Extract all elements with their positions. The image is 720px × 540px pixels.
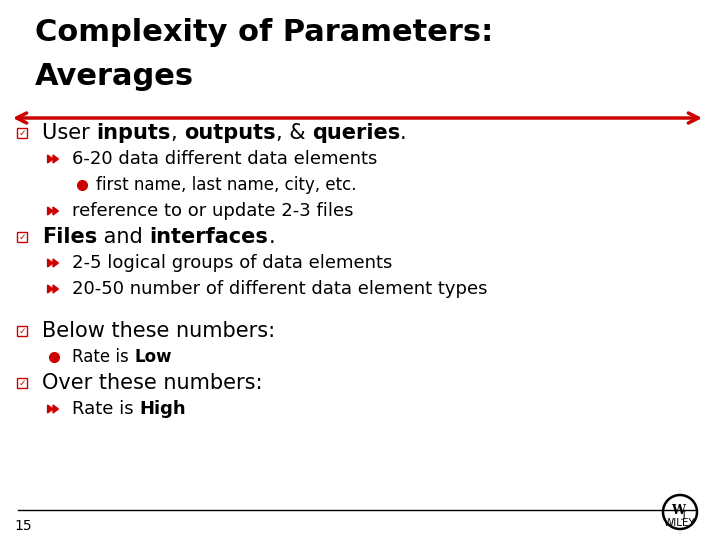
Polygon shape — [53, 207, 58, 215]
Text: inputs: inputs — [96, 123, 171, 143]
Bar — [17, 232, 27, 242]
Polygon shape — [48, 285, 53, 293]
Text: , &: , & — [276, 123, 312, 143]
Text: Averages: Averages — [35, 62, 194, 91]
Text: interfaces: interfaces — [150, 227, 269, 247]
Text: ✓: ✓ — [18, 233, 26, 242]
Polygon shape — [48, 405, 53, 413]
Text: Complexity of Parameters:: Complexity of Parameters: — [35, 18, 493, 47]
Text: 15: 15 — [14, 519, 32, 533]
Text: first name, last name, city, etc.: first name, last name, city, etc. — [96, 176, 356, 194]
Polygon shape — [53, 155, 58, 163]
Text: ✓: ✓ — [18, 327, 26, 336]
Text: and: and — [97, 227, 150, 247]
Polygon shape — [53, 259, 58, 267]
Polygon shape — [48, 259, 53, 267]
Polygon shape — [53, 285, 58, 293]
Text: 2-5 logical groups of data elements: 2-5 logical groups of data elements — [72, 254, 392, 272]
Text: reference to or update 2-3 files: reference to or update 2-3 files — [72, 202, 354, 220]
Text: Low: Low — [134, 348, 171, 366]
Bar — [17, 326, 27, 336]
Text: WILEY: WILEY — [664, 518, 696, 528]
Text: J: J — [682, 510, 686, 519]
Text: High: High — [140, 400, 186, 418]
Text: Rate is: Rate is — [72, 348, 134, 366]
Text: Over these numbers:: Over these numbers: — [42, 373, 263, 393]
Text: ✓: ✓ — [18, 129, 26, 138]
Text: Below these numbers:: Below these numbers: — [42, 321, 275, 341]
Text: ✓: ✓ — [18, 379, 26, 388]
Text: .: . — [400, 123, 407, 143]
Text: W: W — [671, 504, 685, 517]
Text: 20-50 number of different data element types: 20-50 number of different data element t… — [72, 280, 487, 298]
Bar — [17, 378, 27, 388]
Bar — [17, 128, 27, 138]
Text: Files: Files — [42, 227, 97, 247]
Polygon shape — [53, 405, 58, 413]
Text: User: User — [42, 123, 96, 143]
Text: .: . — [269, 227, 275, 247]
Text: ,: , — [171, 123, 184, 143]
Text: outputs: outputs — [184, 123, 276, 143]
Text: Rate is: Rate is — [72, 400, 140, 418]
Polygon shape — [48, 207, 53, 215]
Text: 6-20 data different data elements: 6-20 data different data elements — [72, 150, 377, 168]
Text: queries: queries — [312, 123, 400, 143]
Polygon shape — [48, 155, 53, 163]
